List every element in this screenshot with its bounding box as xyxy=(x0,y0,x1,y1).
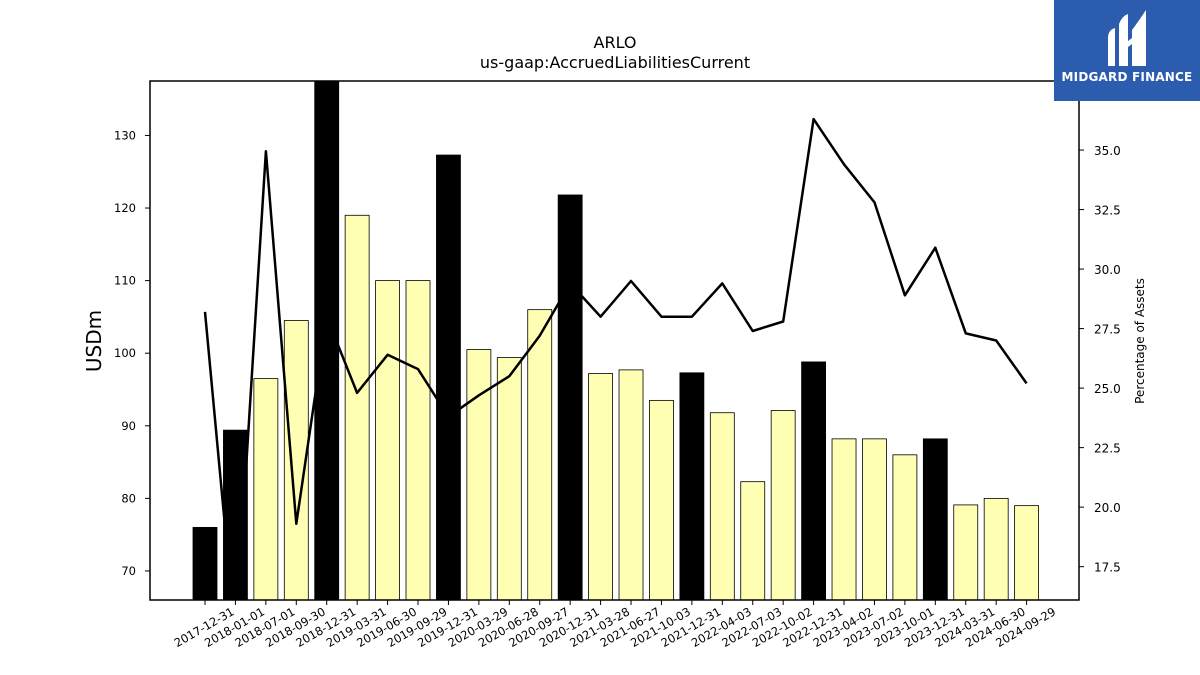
bar-series xyxy=(192,81,1040,600)
bar-2021-10-03 xyxy=(649,399,674,600)
y2-tick-label: 17.5 xyxy=(1094,561,1121,575)
y2-tick-label: 20.0 xyxy=(1094,501,1121,515)
bar-2024-09-29 xyxy=(1014,505,1040,600)
bar-2019-12-31 xyxy=(436,154,461,600)
midgard-finance-logo: MIDGARD FINANCE xyxy=(1054,0,1200,101)
y-tick-label: 110 xyxy=(114,274,136,288)
left-axis-ticks: 70 80 90 100 110 120 130 xyxy=(114,128,150,578)
y-tick-label: 70 xyxy=(121,564,136,578)
bar-2023-07-02 xyxy=(862,438,887,600)
bar-2023-12-31 xyxy=(922,438,948,600)
bar-2018-07-01 xyxy=(253,378,279,600)
y2-tick-label: 27.5 xyxy=(1094,323,1121,337)
bar-2020-06-28 xyxy=(496,357,522,600)
y-tick-label: 100 xyxy=(114,346,136,360)
chart-title: ARLO xyxy=(594,33,637,52)
bar-2020-03-29 xyxy=(466,349,492,600)
line-series xyxy=(203,117,1028,600)
bar-2021-03-28 xyxy=(588,373,613,600)
percentage-of-assets-line xyxy=(203,117,1028,600)
bar-2023-10-01 xyxy=(892,454,918,600)
chart-subtitle: us-gaap:AccruedLiabilitiesCurrent xyxy=(480,53,750,72)
x-axis-ticks: 2017-12-312018-01-012018-07-012018-09-30… xyxy=(172,600,1058,650)
y2-tick-label: 35.0 xyxy=(1094,144,1121,158)
y-tick-label: 120 xyxy=(114,201,136,215)
bar-2017-12-31 xyxy=(192,527,218,600)
plot-frame xyxy=(149,80,1080,601)
y-tick-label: 90 xyxy=(121,419,136,433)
y-tick-label: 80 xyxy=(121,491,136,505)
bar-2018-09-30 xyxy=(283,320,309,600)
y2-axis-label: Percentage of Assets xyxy=(1133,278,1147,404)
bar-2020-09-27 xyxy=(527,309,553,600)
bar-2024-06-30 xyxy=(983,497,1009,600)
bar-2023-04-02 xyxy=(831,438,857,600)
bar-2022-12-31 xyxy=(801,361,826,600)
bar-2024-03-31 xyxy=(953,504,979,600)
bar-2022-04-03 xyxy=(709,412,735,600)
bar-2019-03-31 xyxy=(344,214,370,600)
bar-2022-10-02 xyxy=(770,410,796,600)
y-axis-label: USDm xyxy=(82,310,106,372)
bar-2021-12-31 xyxy=(679,372,705,600)
logo-text: MIDGARD FINANCE xyxy=(1061,70,1193,84)
y2-tick-label: 32.5 xyxy=(1094,204,1121,218)
bar-2022-07-03 xyxy=(740,481,766,600)
bar-2018-12-31 xyxy=(314,81,340,600)
y2-tick-label: 30.0 xyxy=(1094,263,1121,277)
y2-tick-label: 22.5 xyxy=(1094,442,1121,456)
bar-2021-06-27 xyxy=(618,369,644,600)
bar-2019-09-29 xyxy=(405,280,431,600)
bar-2019-06-30 xyxy=(375,280,400,600)
right-axis-ticks: 17.5 20.0 22.5 25.0 27.5 30.0 32.5 35.0 xyxy=(1079,144,1121,575)
bar-2020-12-31 xyxy=(557,194,583,600)
y2-tick-label: 25.0 xyxy=(1094,382,1121,396)
y-tick-label: 130 xyxy=(114,128,136,142)
midgard-logo-icon xyxy=(1108,10,1146,66)
